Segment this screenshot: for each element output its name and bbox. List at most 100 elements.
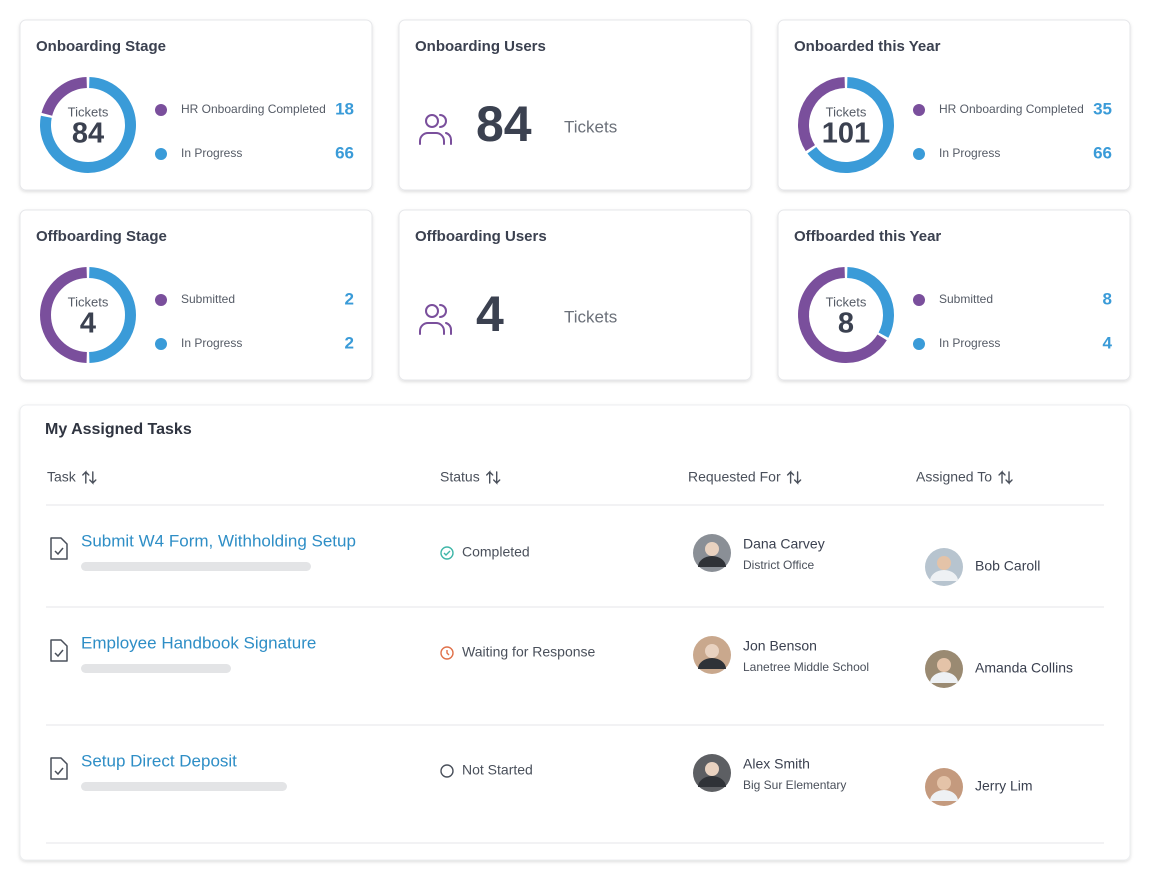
sort-icon[interactable] [786,470,802,485]
column-header: Task [47,469,77,485]
requested-name: Dana Carvey [743,536,825,552]
avatar [930,790,958,801]
donut-segment [798,77,846,152]
task-link[interactable]: Submit W4 Form, Withholding Setup [81,531,356,550]
users-icon [439,114,452,145]
legend-value: 2 [345,289,354,308]
status-icon [440,546,454,560]
status-icon [446,650,450,656]
document-icon [54,767,64,776]
assigned-name: Amanda Collins [975,660,1073,676]
users-icon [439,304,452,335]
requested-name: Jon Benson [743,638,817,654]
big-number-unit: Tickets [564,307,617,326]
legend-label: HR Onboarding Completed [939,102,1084,116]
big-number: 4 [476,286,504,342]
card-title: Offboarding Users [415,228,547,245]
requested-org: Big Sur Elementary [743,778,846,792]
donut-segment [41,77,88,116]
donut-center-label: Tickets [68,294,109,309]
kpi-card: Offboarding Users 4 Tickets [398,209,752,381]
column-header: Status [440,469,480,485]
avatar [705,644,719,658]
requested-org: Lanetree Middle School [743,660,869,674]
legend-label: In Progress [939,336,1000,350]
status-icon [440,646,454,660]
status-text: Not Started [462,762,533,778]
legend-value: 66 [335,143,354,162]
progress-placeholder [81,664,231,673]
avatar [705,542,719,556]
card-title: Offboarded this Year [794,228,941,245]
status-text: Completed [462,544,530,560]
sort-icon[interactable] [486,470,501,485]
legend-value: 4 [1103,333,1113,352]
donut-center-label: Tickets [826,104,867,119]
column-header: Requested For [688,469,781,485]
assigned-name: Jerry Lim [975,778,1033,794]
legend-dot [913,294,925,306]
avatar [937,776,951,790]
legend-value: 66 [1093,143,1112,162]
users-icon [425,114,439,128]
donut-segment [846,267,894,338]
donut-segment [807,77,894,173]
legend-label: In Progress [939,146,1000,160]
users-icon [425,304,439,318]
donut-center-label: Tickets [68,104,109,119]
table-background [19,404,1131,861]
users-icon [419,322,445,335]
legend-dot [913,104,925,116]
assigned-name: Bob Caroll [975,558,1040,574]
avatar [698,658,726,669]
card-background [777,19,1131,191]
legend-dot [155,148,167,160]
status-icon [440,764,454,778]
document-icon [50,537,68,560]
legend-label: Submitted [939,292,993,306]
donut-segment [40,267,88,363]
legend-label: In Progress [181,146,242,160]
progress-placeholder [81,562,311,571]
big-number: 84 [476,96,532,152]
card-title: Onboarding Users [415,38,546,55]
legend-dot [913,148,925,160]
requested-org: District Office [743,558,814,572]
legend-label: In Progress [181,336,242,350]
donut-center-label: Tickets [826,294,867,309]
avatar [937,658,951,672]
legend-value: 2 [345,333,354,352]
legend-value: 18 [335,99,354,118]
donut-total: 8 [838,308,854,340]
task-link[interactable]: Setup Direct Deposit [81,751,237,770]
avatar [705,762,719,776]
status-text: Waiting for Response [462,644,596,660]
task-link[interactable]: Employee Handbook Signature [81,633,316,652]
document-icon [54,649,64,658]
avatar [937,556,951,570]
legend-value: 35 [1093,99,1112,118]
document-icon [50,757,68,780]
avatar [930,570,958,581]
legend-dot [913,338,925,350]
kpi-card: Onboarding Users 84 Tickets [398,19,752,191]
big-number-unit: Tickets [564,117,617,136]
card-title: Onboarding Stage [36,38,166,55]
document-icon [54,547,64,556]
users-icon [419,132,445,145]
progress-placeholder [81,782,287,791]
sort-icon[interactable] [998,470,1013,485]
card-title: Offboarding Stage [36,228,167,245]
sort-icon[interactable] [82,470,97,485]
card-background [398,209,752,381]
legend-label: Submitted [181,292,235,306]
legend-value: 8 [1103,289,1112,308]
card-background [777,209,1131,381]
avatar [698,556,726,567]
avatar [930,672,958,683]
card-background [398,19,752,191]
